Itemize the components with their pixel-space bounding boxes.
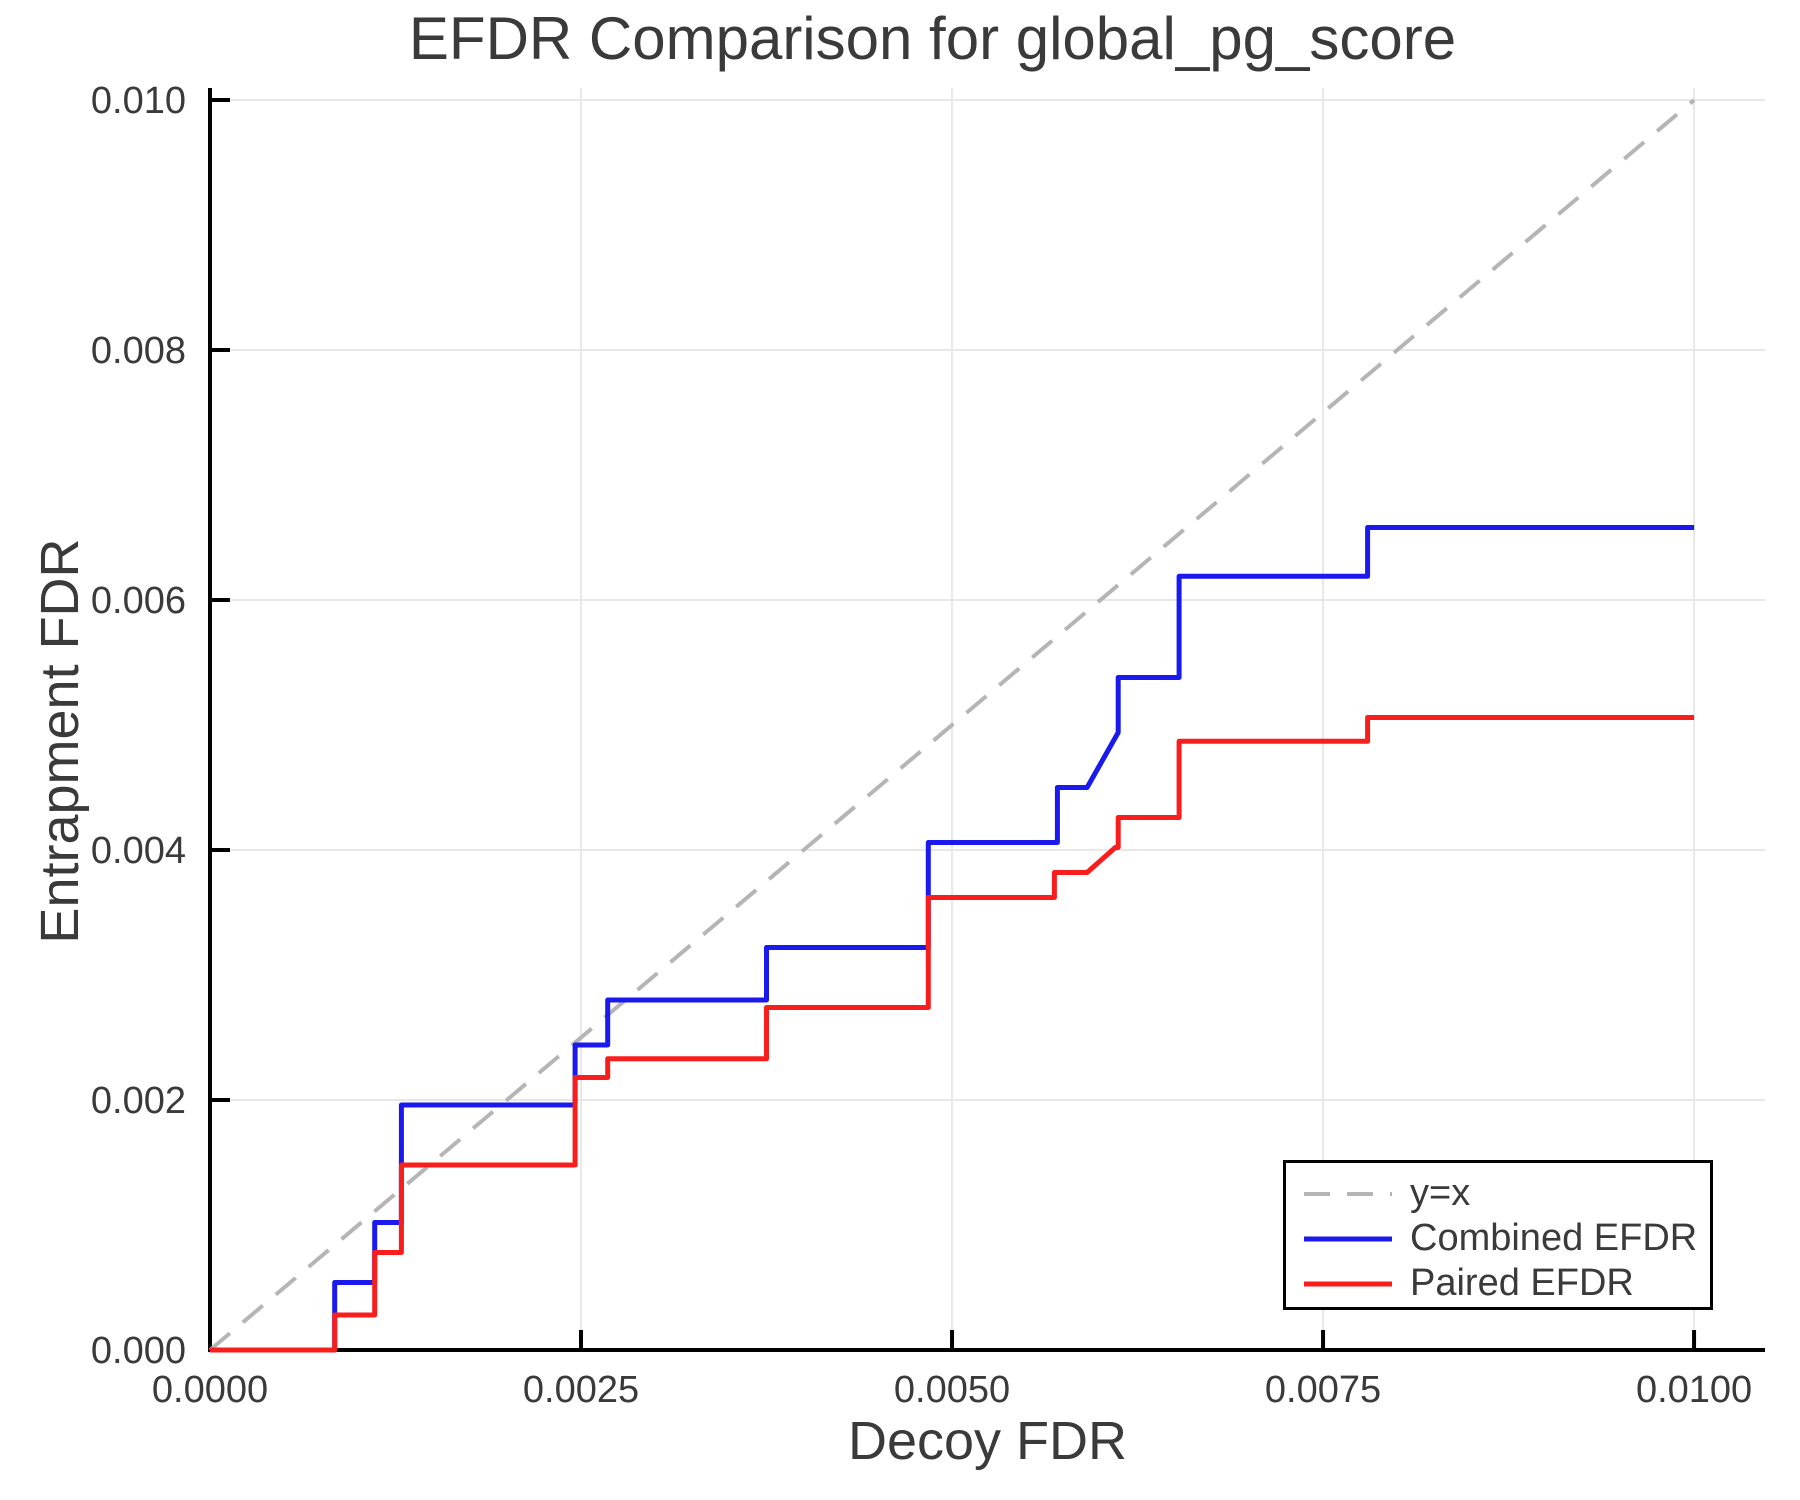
legend-row-yx: y=x	[1302, 1171, 1710, 1216]
legend-row-paired: Paired EFDR	[1302, 1261, 1710, 1306]
y-tick-label: 0.008	[91, 330, 186, 372]
legend-label-combined: Combined EFDR	[1410, 1217, 1698, 1259]
series-paired-efdr	[210, 715, 1695, 1353]
legend-sample-paired-line	[1304, 1281, 1392, 1286]
series-combined-efdr	[210, 525, 1695, 1353]
x-tick-label: 0.0025	[523, 1369, 639, 1411]
legend-sample-dashed-line	[1304, 1191, 1392, 1196]
legend-row-combined: Combined EFDR	[1302, 1216, 1710, 1261]
x-tick-label: 0.0050	[894, 1369, 1010, 1411]
chart-title: EFDR Comparison for global_pg_score	[408, 5, 1457, 72]
legend: y=x Combined EFDR Paired EFDR	[1283, 1160, 1713, 1310]
legend-sample-combined-line	[1304, 1236, 1392, 1241]
y-tick-label: 0.006	[91, 580, 186, 622]
x-axis-label: Decoy FDR	[847, 1411, 1128, 1471]
x-tick-label: 0.0000	[152, 1369, 268, 1411]
legend-label-paired: Paired EFDR	[1410, 1262, 1634, 1304]
legend-label-yx: y=x	[1410, 1172, 1471, 1214]
y-tick-label: 0.010	[91, 80, 186, 122]
y-tick-label: 0.002	[91, 1080, 186, 1122]
y-axis-label: Entrapment FDR	[30, 538, 90, 944]
y-tick-label: 0.000	[91, 1330, 186, 1372]
x-tick-label: 0.0100	[1636, 1369, 1752, 1411]
y-tick-label: 0.004	[91, 830, 186, 872]
x-tick-label: 0.0075	[1265, 1369, 1381, 1411]
series-y-x	[208, 98, 1696, 1352]
